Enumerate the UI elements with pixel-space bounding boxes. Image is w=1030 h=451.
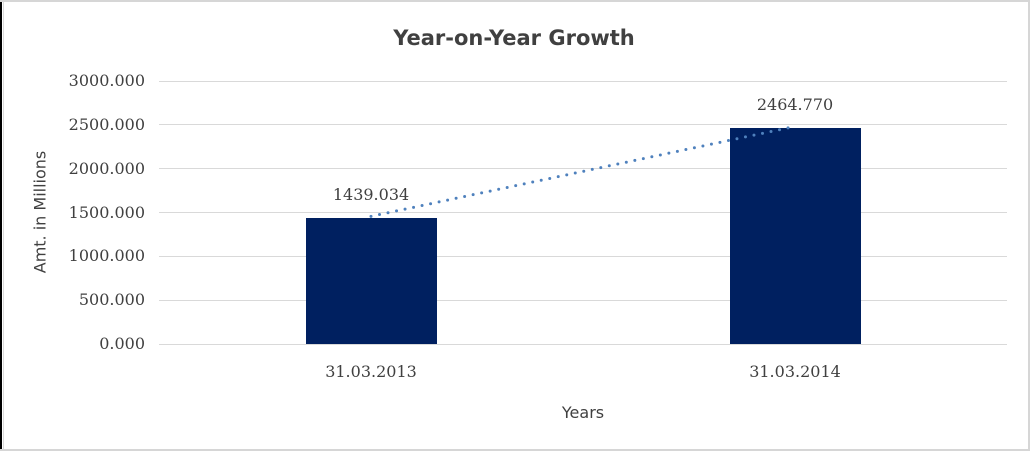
- gridline: [159, 343, 1007, 345]
- y-tick-label: 0.000: [99, 334, 145, 353]
- y-tick-label: 3000.000: [68, 71, 145, 90]
- bar-31.03.2013: [305, 217, 437, 344]
- gridline: [159, 80, 1007, 82]
- y-tick-label: 1500.000: [68, 202, 145, 222]
- plot-area: 1439.034 2464.770: [159, 80, 1007, 345]
- trendline: [369, 124, 797, 218]
- x-category-label: 31.03.2014: [749, 362, 841, 381]
- x-axis-title: Years: [561, 403, 605, 422]
- x-category-label: 31.03.2013: [325, 362, 417, 381]
- left-inner-border: [3, 2, 4, 449]
- y-tick-label: 2500.000: [68, 114, 145, 134]
- gridline: [159, 299, 1007, 301]
- gridline: [159, 168, 1007, 170]
- bar-data-label: 2464.770: [756, 94, 834, 114]
- bar-data-label: 1439.034: [332, 184, 410, 204]
- y-tick-label: 1000.000: [68, 246, 145, 266]
- gridline: [159, 212, 1007, 213]
- gridline: [159, 255, 1007, 257]
- gridline: [159, 124, 1007, 126]
- bar-31.03.2014: [729, 127, 861, 344]
- y-tick-label: 2000.000: [68, 158, 145, 178]
- left-border: [0, 2, 2, 449]
- chart-title: Year-on-Year Growth: [393, 26, 635, 50]
- y-tick-label: 500.000: [78, 290, 145, 310]
